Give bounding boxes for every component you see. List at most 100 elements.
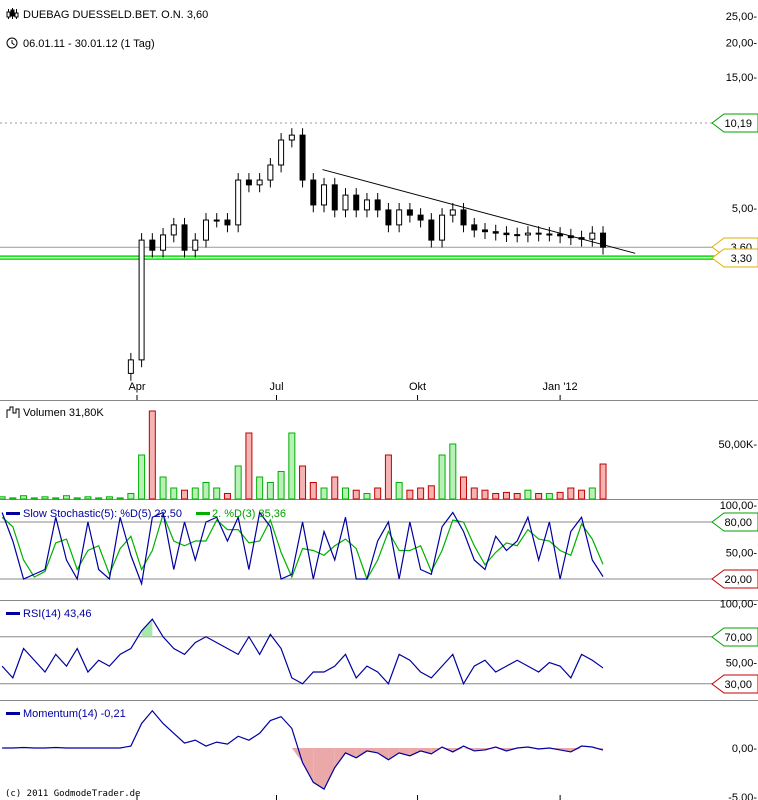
negative-fill (420, 748, 432, 754)
candle (514, 234, 521, 237)
negative-fill (399, 748, 410, 756)
volume-bar (524, 489, 532, 500)
candle (213, 219, 220, 222)
price-level-tag (711, 113, 758, 133)
rsi-line (1, 618, 604, 686)
candle (245, 179, 252, 186)
negative-fill (302, 748, 314, 783)
candle (385, 209, 392, 226)
candle (481, 229, 488, 233)
volume-bar (449, 443, 457, 500)
momentum-panel (2, 709, 604, 791)
stochastic-axis-tick: 100,00- (720, 500, 758, 512)
volume-bar (299, 465, 307, 500)
x-axis-label: Jan '12 (543, 381, 578, 393)
volume-bar (127, 493, 135, 500)
candle (524, 232, 531, 236)
candle (406, 209, 413, 216)
rsi-panel (0, 618, 715, 686)
candle (460, 209, 467, 226)
candle (492, 231, 499, 234)
stochastic-level-tag-label: 80,00 (724, 517, 752, 529)
candle (342, 194, 349, 211)
negative-fill (291, 748, 303, 763)
candle (503, 232, 510, 236)
candle (353, 194, 360, 211)
stochastic-level-tag (711, 512, 758, 532)
candle (449, 209, 456, 216)
volume-bar (578, 489, 586, 500)
rsi-level-tag-label: 30,00 (724, 679, 752, 691)
stochastic-level-tag-label: 20,00 (724, 574, 752, 586)
volume-bar (148, 410, 156, 500)
candle (288, 134, 295, 141)
volume-bar (277, 471, 285, 500)
candle (374, 199, 381, 211)
negative-fill (366, 748, 378, 753)
candle (256, 179, 263, 186)
stochastic-level-tag (711, 569, 758, 589)
candle (417, 214, 424, 221)
candle (363, 199, 370, 211)
momentum-axis-tick: 0,00- (732, 743, 757, 755)
candle (278, 139, 285, 166)
candle (331, 184, 338, 211)
price-level-tag-label: 3,30 (731, 253, 752, 265)
candle (321, 184, 328, 206)
volume-bar (492, 493, 500, 500)
negative-fill (324, 748, 335, 790)
candle (170, 224, 177, 236)
momentum-line (2, 709, 604, 791)
trend-line (322, 169, 636, 254)
price-axis-tick: 15,00- (726, 72, 758, 84)
negative-fill (345, 748, 357, 758)
volume-bar (245, 432, 253, 500)
momentum-legend-swatch (6, 712, 20, 715)
volume-bar (384, 454, 392, 500)
volume-bar (256, 476, 264, 500)
volume-bar (406, 489, 414, 500)
overbought-fill (141, 619, 153, 637)
rsi-axis-tick: 100,00- (720, 599, 758, 611)
volume-bar (331, 476, 339, 500)
volume-bar (513, 493, 521, 500)
axes: 25,00- 20,00- 15,00- 5,00- Apr Jul Okt Jan '12 1… (128, 11, 758, 800)
signal-legend-swatch (196, 512, 210, 515)
copyright: (c) 2011 GodmodeTrader.de (5, 789, 140, 799)
candle (267, 164, 274, 181)
negative-fill (388, 748, 400, 760)
volume-bar (213, 487, 221, 500)
volume-bar (116, 497, 124, 500)
volume-bar (352, 489, 360, 500)
price-axis-tick: 25,00- (726, 11, 758, 23)
negative-fill (356, 748, 367, 758)
negative-fill (313, 748, 325, 790)
stochastic-legend-swatch (6, 512, 20, 515)
volume-bar (73, 497, 81, 500)
volume-bar (556, 491, 564, 500)
stochastic-label: Slow Stochastic(5): %D(5) 22,50 (23, 508, 182, 520)
volume-bar (341, 487, 349, 500)
volume-bar (567, 487, 575, 500)
rsi-level-tag (711, 627, 758, 647)
x-axis-label: Apr (128, 381, 145, 393)
volume-bar (138, 454, 146, 500)
candle (589, 232, 596, 240)
volume-bar (234, 465, 242, 500)
candle (127, 359, 134, 374)
candle (578, 237, 585, 240)
candle (235, 179, 242, 226)
price-level-tag (711, 248, 758, 268)
negative-fill (463, 748, 475, 751)
volume-axis-tick: 50,00K- (718, 439, 757, 451)
volume-bar (374, 487, 382, 500)
candle (428, 219, 435, 241)
stochastic-axis-tick: 50,00- (726, 548, 758, 560)
x-axis-label: Okt (409, 381, 426, 393)
volume-bar (438, 454, 446, 500)
candlestick-icon (6, 8, 19, 19)
candle (310, 179, 317, 206)
volume-bar (62, 495, 70, 500)
candle (160, 234, 167, 251)
